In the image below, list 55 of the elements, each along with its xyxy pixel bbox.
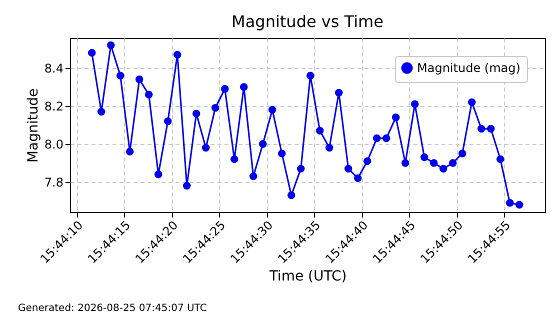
point bbox=[192, 110, 200, 118]
point bbox=[97, 108, 106, 116]
point bbox=[173, 50, 182, 59]
point bbox=[296, 164, 305, 173]
point bbox=[439, 164, 448, 173]
point bbox=[220, 85, 229, 93]
point bbox=[468, 98, 476, 106]
point bbox=[477, 124, 486, 133]
point bbox=[287, 191, 296, 200]
point bbox=[486, 124, 495, 133]
y-tick-label: 7.8 bbox=[44, 175, 64, 190]
point bbox=[458, 150, 466, 158]
chart-title: Magnitude vs Time bbox=[232, 12, 384, 31]
point bbox=[154, 170, 162, 178]
point bbox=[126, 148, 134, 156]
point bbox=[164, 117, 172, 126]
point bbox=[249, 172, 258, 180]
point bbox=[202, 144, 210, 152]
point bbox=[116, 72, 124, 80]
point bbox=[240, 83, 248, 91]
point bbox=[334, 88, 343, 97]
x-axis-title: Time (UTC) bbox=[268, 268, 347, 284]
point bbox=[211, 104, 220, 112]
point bbox=[258, 140, 267, 148]
point bbox=[135, 76, 144, 84]
text: Generated: 2026-08-25 07:45:07 UTC bbox=[18, 303, 207, 314]
point bbox=[382, 134, 390, 142]
point bbox=[344, 164, 352, 173]
point bbox=[392, 114, 400, 122]
y-axis-title: Magnitude bbox=[25, 88, 42, 163]
point bbox=[230, 155, 238, 164]
point bbox=[372, 134, 381, 142]
point bbox=[401, 159, 410, 167]
point bbox=[354, 174, 362, 182]
point bbox=[515, 200, 524, 209]
point bbox=[363, 157, 372, 165]
legend-label: Magnitude (mag) bbox=[417, 61, 520, 75]
point bbox=[268, 106, 276, 114]
point bbox=[182, 182, 191, 190]
point bbox=[496, 155, 504, 164]
point bbox=[506, 199, 514, 207]
point bbox=[106, 41, 115, 50]
point bbox=[430, 159, 438, 167]
point bbox=[420, 153, 428, 162]
point bbox=[316, 126, 324, 135]
y-tick-label: 8.4 bbox=[44, 62, 64, 76]
point bbox=[278, 150, 286, 158]
y-tick-label: 8.0 bbox=[44, 137, 64, 152]
y-tick-label: 8.2 bbox=[44, 100, 64, 114]
point bbox=[306, 72, 314, 80]
point bbox=[325, 144, 334, 152]
point bbox=[410, 100, 419, 108]
point bbox=[88, 48, 96, 57]
point bbox=[448, 159, 457, 167]
point bbox=[144, 90, 153, 98]
